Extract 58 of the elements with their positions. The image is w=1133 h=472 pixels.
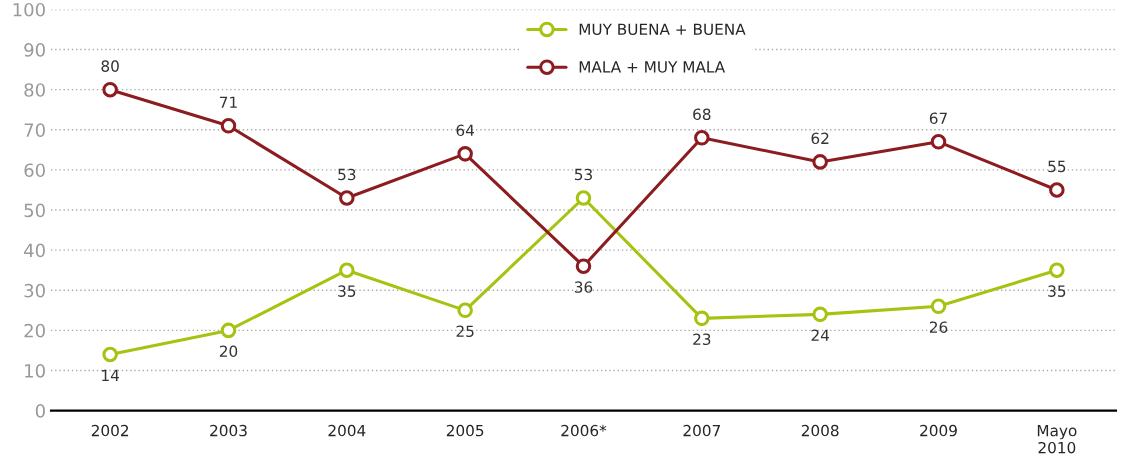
point [220, 118, 237, 134]
data-label: 80 [101, 60, 119, 72]
point [812, 154, 828, 170]
x-tick-label: 2003 [210, 424, 247, 437]
point [220, 322, 237, 339]
point [575, 258, 592, 274]
data-label: 67 [929, 112, 947, 125]
data-label: 53 [574, 168, 592, 181]
y-tick-label: 30 [24, 283, 45, 298]
point [339, 190, 355, 206]
data-label: 71 [220, 96, 237, 108]
data-label: 53 [338, 168, 356, 181]
point [102, 346, 118, 363]
data-label: 25 [456, 325, 474, 337]
x-tick-label: 2006* [561, 424, 607, 437]
x-tick-label: Mayo 2010 [1037, 425, 1077, 454]
data-label: 26 [929, 321, 948, 333]
data-label: 24 [811, 329, 830, 341]
data-label: 14 [102, 369, 120, 381]
y-tick-label: 40 [24, 243, 45, 258]
y-tick-label: 100 [13, 2, 45, 17]
y-tick-label: 80 [24, 83, 45, 97]
data-label: 35 [338, 285, 356, 297]
x-tick-label: 2008 [801, 424, 839, 437]
point [694, 130, 710, 146]
point [812, 306, 828, 323]
x-tick-label: 2005 [446, 424, 484, 437]
x-tick-label: 2004 [328, 424, 366, 437]
point [102, 81, 118, 98]
point [1049, 262, 1065, 278]
y-tick-label: 20 [24, 323, 45, 338]
y-tick-label: 90 [24, 43, 45, 57]
point [930, 298, 947, 315]
legend-label: MUY BUENA + BUENA [579, 23, 746, 36]
point [339, 262, 355, 278]
point [575, 190, 592, 206]
y-tick-label: 0 [35, 404, 45, 418]
x-tick-label: 2002 [91, 424, 129, 437]
data-label: 68 [693, 108, 711, 121]
data-label: 23 [693, 333, 711, 346]
data-label: 62 [811, 132, 829, 145]
x-tick-label: 2007 [683, 424, 720, 437]
point [457, 302, 473, 319]
point [694, 310, 710, 327]
point [457, 146, 473, 162]
y-tick-label: 10 [25, 363, 45, 378]
y-tick-label: 60 [24, 163, 45, 178]
point [1049, 182, 1065, 198]
data-label: 64 [456, 124, 475, 137]
data-label: 55 [1048, 160, 1066, 173]
data-label: 36 [574, 281, 593, 293]
y-tick-label: 70 [24, 123, 45, 137]
point [930, 134, 947, 150]
data-label: 35 [1048, 285, 1066, 297]
legend-label: MALA + MUY MALA [579, 61, 726, 73]
y-tick-label: 50 [24, 203, 45, 218]
x-tick-label: 2009 [920, 424, 957, 437]
data-label: 20 [219, 345, 238, 358]
